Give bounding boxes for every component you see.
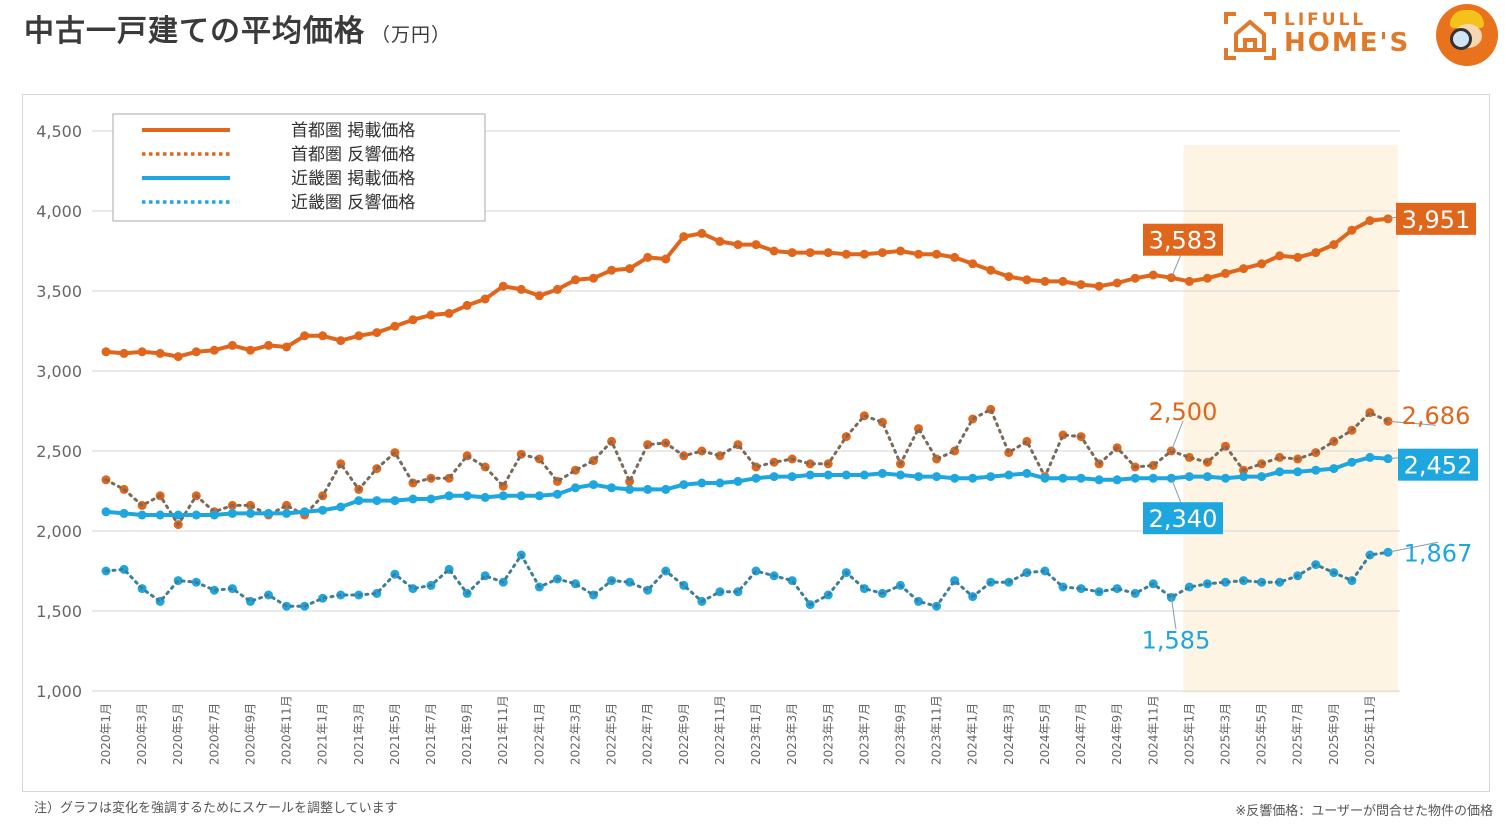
data-point: [101, 507, 111, 517]
x-tick-label: 2024年5月: [1038, 703, 1052, 765]
data-point: [1220, 577, 1230, 587]
x-tick-label: 2021年3月: [352, 703, 366, 765]
x-tick-label: 2020年9月: [243, 703, 257, 765]
legend-label: 近畿圏 反響価格: [291, 193, 415, 213]
data-point: [805, 459, 815, 469]
x-tick-label: 2020年11月: [280, 695, 294, 765]
y-tick-label: 2,000: [36, 522, 82, 541]
y-tick-label: 4,500: [36, 122, 82, 141]
x-tick-label: 2024年9月: [1110, 703, 1124, 765]
x-tick-label: 2023年5月: [821, 703, 835, 765]
x-tick-label: 2024年7月: [1074, 703, 1088, 765]
x-tick-label: 2021年9月: [460, 703, 474, 765]
annotation-label: 2,452: [1404, 452, 1473, 480]
x-tick-label: 2022年7月: [641, 703, 655, 765]
x-tick-label: 2025年9月: [1327, 703, 1341, 765]
x-tick-label: 2023年1月: [749, 703, 763, 765]
y-tick-label: 3,500: [36, 282, 82, 301]
x-tick-label: 2025年11月: [1363, 695, 1377, 765]
x-tick-label: 2025年5月: [1255, 703, 1269, 765]
scale-note: 注）グラフは変化を強調するためにスケールを調整しています: [34, 801, 398, 816]
annotation-label: 1,585: [1142, 626, 1211, 654]
y-tick-label: 3,000: [36, 362, 82, 381]
x-tick-label: 2021年7月: [424, 703, 438, 765]
lifull-homes-logo: LIFULL HOME'S: [1222, 4, 1502, 68]
y-tick-label: 1,000: [36, 682, 82, 701]
legend-label: 首都圏 掲載価格: [291, 121, 415, 141]
house-frame-icon: [1224, 12, 1276, 60]
y-tick-label: 1,500: [36, 602, 82, 621]
data-point: [1112, 584, 1122, 594]
annotation-box: [1398, 448, 1478, 481]
y-tick-label: 2,500: [36, 442, 82, 461]
x-tick-label: 2023年11月: [930, 695, 944, 765]
series-line: [104, 550, 1390, 608]
x-tick-label: 2024年11月: [1146, 695, 1160, 765]
annotation-leader: [1387, 420, 1437, 426]
annotation-label: 2,686: [1402, 402, 1471, 430]
annotation-box: [1143, 223, 1223, 256]
x-tick-label: 2020年3月: [135, 703, 149, 765]
annotation-label: 2,340: [1149, 505, 1218, 533]
annotation-label: 3,951: [1402, 206, 1471, 234]
x-tick-label: 2025年3月: [1218, 703, 1232, 765]
series-line: [105, 455, 1389, 517]
x-tick-label: 2024年3月: [1002, 703, 1016, 765]
annotation-label: 3,583: [1149, 227, 1218, 255]
x-tick-label: 2022年9月: [677, 703, 691, 765]
y-tick-label: 4,000: [36, 202, 82, 221]
x-tick-label: 2020年7月: [207, 703, 221, 765]
series-line: [104, 407, 1390, 527]
x-tick-label: 2021年11月: [496, 695, 510, 765]
annotation-leader: [1170, 420, 1184, 452]
logo-lifull: LIFULL: [1284, 10, 1367, 30]
x-tick-label: 2021年5月: [388, 703, 402, 765]
x-tick-label: 2024年1月: [966, 703, 980, 765]
x-tick-label: 2020年5月: [171, 703, 185, 765]
annotation-label: 2,500: [1149, 398, 1218, 426]
series-3: [101, 452, 1393, 520]
title-text: 中古一戸建ての平均価格: [24, 14, 365, 49]
x-tick-label: 2025年7月: [1291, 703, 1305, 765]
x-tick-label: 2023年3月: [785, 703, 799, 765]
annotation-leader: [1387, 541, 1439, 553]
x-tick-label: 2025年1月: [1182, 703, 1196, 765]
title-unit: （万円）: [371, 24, 452, 46]
chart-title: 中古一戸建ての平均価格 （万円）: [24, 6, 451, 50]
response-price-note: ※反響価格：ユーザーが問合せた物件の価格: [1235, 804, 1493, 819]
logo-homes: HOME'S: [1284, 28, 1411, 58]
annotation-label: 1,867: [1404, 539, 1473, 567]
x-tick-label: 2022年11月: [713, 695, 727, 765]
x-tick-label: 2023年7月: [857, 703, 871, 765]
mascot-icon: [1436, 4, 1498, 66]
x-tick-label: 2020年1月: [99, 703, 113, 765]
x-tick-label: 2022年5月: [605, 703, 619, 765]
x-tick-label: 2023年9月: [893, 703, 907, 765]
series-line: [105, 216, 1389, 359]
annotation-leader: [1170, 597, 1177, 630]
x-tick-label: 2022年3月: [568, 703, 582, 765]
annotation-box: [1396, 202, 1476, 235]
legend-label: 近畿圏 掲載価格: [291, 169, 415, 189]
x-tick-label: 2021年1月: [316, 703, 330, 765]
annotation-box: [1143, 502, 1223, 535]
legend-label: 首都圏 反響価格: [291, 145, 415, 165]
x-tick-label: 2022年1月: [532, 703, 546, 765]
